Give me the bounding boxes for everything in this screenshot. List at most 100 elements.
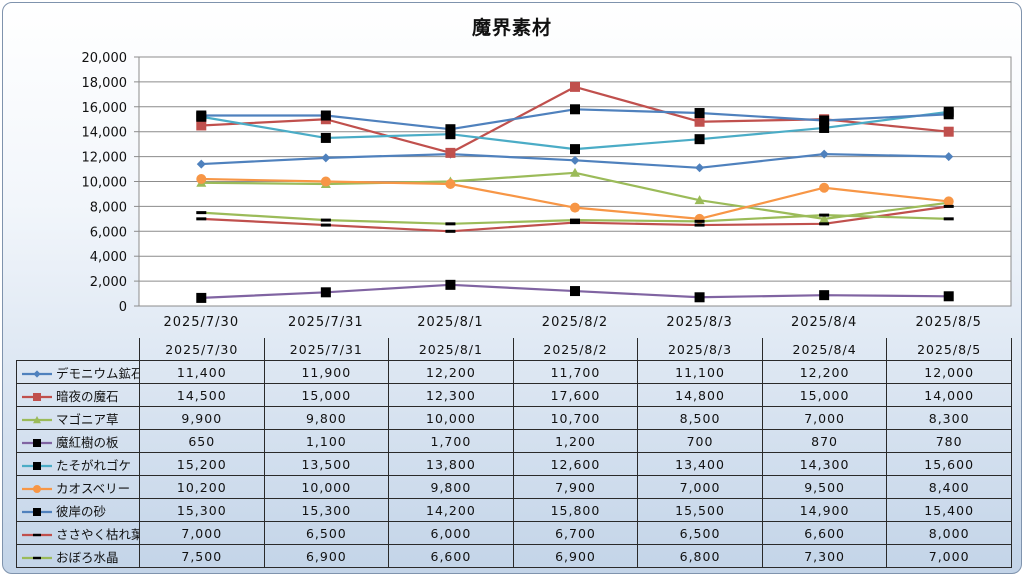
table-value-cell: 780 xyxy=(886,429,1012,453)
table-value-cell: 17,600 xyxy=(512,383,639,407)
y-tick-label: 14,000 xyxy=(82,126,128,141)
legend-key-marker xyxy=(33,556,41,560)
table-value-cell: 15,600 xyxy=(886,452,1012,476)
data-point xyxy=(320,176,331,187)
table-value-cell: 6,500 xyxy=(263,521,390,545)
table-value-cell: 14,300 xyxy=(761,452,888,476)
table-value-cell: 700 xyxy=(637,429,763,453)
y-tick-label: 4,000 xyxy=(90,250,127,265)
y-tick-label: 20,000 xyxy=(82,51,128,66)
data-point xyxy=(196,110,207,121)
table-value-cell: 8,500 xyxy=(637,406,763,430)
table-value-cell: 13,800 xyxy=(388,452,514,476)
data-point xyxy=(570,202,580,213)
table-value-cell: 9,800 xyxy=(263,406,390,430)
data-point xyxy=(943,204,954,208)
legend-key-marker xyxy=(33,533,41,537)
table-value-cell: 1,100 xyxy=(263,429,390,453)
table-value-cell: 7,900 xyxy=(512,475,639,499)
table-row: 彼岸の砂 15,300 15,300 14,200 15,800 15,500 14,900… xyxy=(16,498,1012,522)
legend-key-icon xyxy=(21,529,53,541)
data-point xyxy=(445,279,456,290)
legend-key-marker xyxy=(33,508,41,516)
table-column-header: 2025/8/4 xyxy=(761,338,888,361)
data-point xyxy=(819,213,830,223)
table-value-cell: 14,900 xyxy=(761,498,888,522)
table-value-cell: 9,900 xyxy=(139,406,265,430)
table-row: 暗夜の魔石 14,500 15,000 12,300 17,600 14,800 15,00… xyxy=(16,383,1012,407)
table-column-header: 2025/7/30 xyxy=(139,338,265,361)
series-name: たそがれゴケ xyxy=(56,457,132,473)
table-value-cell: 8,400 xyxy=(886,475,1012,499)
data-point xyxy=(445,222,456,226)
legend-key-icon xyxy=(21,552,53,564)
data-point xyxy=(694,116,705,127)
table-row: デモニウム鉱石 11,400 11,900 12,200 11,700 11,100 12,… xyxy=(16,360,1012,384)
y-tick-label: 16,000 xyxy=(82,101,128,116)
y-tick-label: 2,000 xyxy=(90,275,127,290)
table-header-row: 2025/7/30 2025/7/31 2025/8/1 2025/8/2 2025/8… xyxy=(17,338,1012,361)
x-tick-label: 2025/8/4 xyxy=(791,315,857,330)
table-column-header: 2025/8/1 xyxy=(388,338,514,361)
table-value-cell: 12,200 xyxy=(761,360,888,384)
data-table: 2025/7/30 2025/7/31 2025/8/1 2025/8/2 2025/8… xyxy=(16,338,1012,568)
x-tick-label: 2025/8/1 xyxy=(417,315,483,330)
table-value-cell: 7,000 xyxy=(761,406,888,430)
data-point xyxy=(196,211,207,215)
legend-key-icon xyxy=(21,437,53,449)
table-value-cell: 14,200 xyxy=(388,498,514,522)
data-point xyxy=(320,132,331,143)
series-label-cell: 魔紅樹の板 xyxy=(16,429,140,453)
table-column-header: 2025/8/5 xyxy=(886,338,1012,361)
series-name: デモニウム鉱石 xyxy=(56,365,140,381)
data-point xyxy=(570,144,580,155)
legend-key-marker xyxy=(33,393,41,401)
x-tick-label: 2025/8/3 xyxy=(666,315,732,330)
y-tick-label: 0 xyxy=(119,300,127,315)
data-point xyxy=(694,134,705,145)
series-label-cell: たそがれゴケ xyxy=(16,452,140,476)
series-name: 魔紅樹の板 xyxy=(56,434,119,450)
table-value-cell: 6,600 xyxy=(388,544,514,568)
table-value-cell: 870 xyxy=(761,429,888,453)
table-value-cell: 15,000 xyxy=(263,383,390,407)
series-name: ささやく枯れ葉 xyxy=(56,526,140,542)
table-value-cell: 14,500 xyxy=(139,383,265,407)
data-point xyxy=(570,286,580,297)
x-tick-label: 2025/7/30 xyxy=(163,315,239,330)
legend-key-icon xyxy=(21,460,53,472)
data-point xyxy=(819,290,830,301)
data-point xyxy=(943,196,954,207)
y-tick-label: 8,000 xyxy=(90,200,127,215)
series-label-cell: おぼろ水晶 xyxy=(16,544,140,568)
legend-key-marker xyxy=(33,370,41,378)
table-value-cell: 10,700 xyxy=(512,406,639,430)
data-point xyxy=(943,217,954,221)
table-value-cell: 13,500 xyxy=(263,452,390,476)
table-value-cell: 15,400 xyxy=(886,498,1012,522)
data-point xyxy=(196,159,206,169)
table-value-cell: 15,800 xyxy=(512,498,639,522)
legend-key-marker xyxy=(33,462,41,470)
table-column-header: 2025/8/2 xyxy=(512,338,639,361)
data-point xyxy=(694,108,705,119)
table-value-cell: 6,800 xyxy=(637,544,763,568)
table-row: マゴニア草 9,900 9,800 10,000 10,700 8,500 7,000 8,3… xyxy=(16,406,1012,430)
data-point xyxy=(196,292,207,303)
legend-key-icon xyxy=(21,506,53,518)
data-point xyxy=(694,195,705,205)
table-value-cell: 6,500 xyxy=(637,521,763,545)
table-row: 魔紅樹の板 650 1,100 1,700 1,200 700 870 780 xyxy=(16,429,1012,453)
series-name: マゴニア草 xyxy=(56,411,119,427)
data-point xyxy=(694,223,705,227)
data-point xyxy=(320,287,331,298)
table-value-cell: 15,200 xyxy=(139,452,265,476)
data-point xyxy=(570,104,580,115)
data-point xyxy=(570,81,580,92)
chart-title: 魔界素材 xyxy=(471,17,552,39)
y-tick-label: 18,000 xyxy=(82,76,128,91)
table-value-cell: 14,800 xyxy=(637,383,763,407)
x-tick-label: 2025/7/31 xyxy=(288,315,364,330)
table-value-cell: 1,700 xyxy=(388,429,514,453)
table-row: ささやく枯れ葉 7,000 6,500 6,000 6,700 6,500 6,600 8,0… xyxy=(16,521,1012,545)
